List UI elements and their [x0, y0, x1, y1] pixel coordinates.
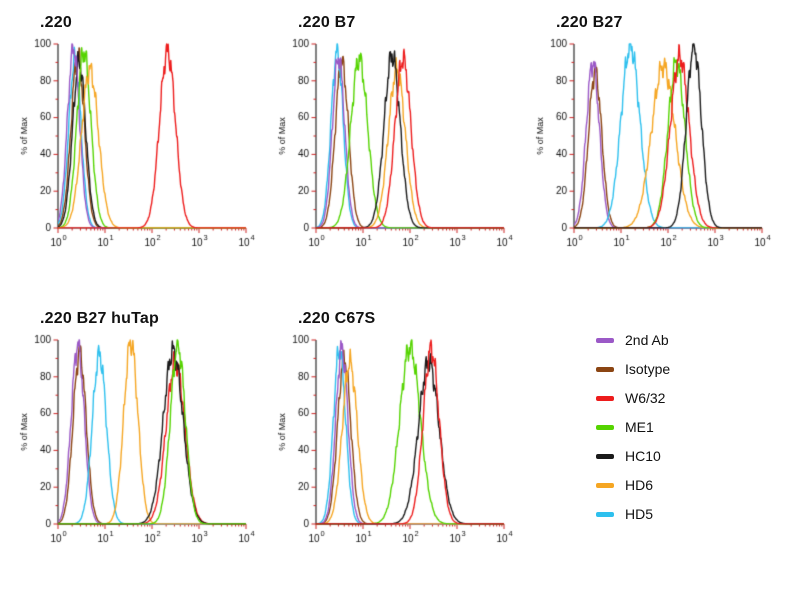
- legend-item-hc10: HC10: [596, 448, 788, 464]
- panel-220-b27-hutap: .220 B27 huTap: [14, 306, 272, 558]
- legend-label: ME1: [625, 419, 654, 435]
- legend-swatch-w632: [596, 395, 614, 401]
- legend-item-me1: ME1: [596, 419, 788, 435]
- top-row: .220 .220 B7 .220 B27: [0, 10, 800, 262]
- legend-swatch-me1: [596, 424, 614, 430]
- legend-item-hd6: HD6: [596, 477, 788, 493]
- panel-220: .220: [14, 10, 272, 262]
- panel-title: .220: [40, 14, 72, 31]
- legend-label: W6/32: [625, 390, 666, 406]
- legend-label: HC10: [625, 448, 661, 464]
- panel-220-b27: .220 B27: [530, 10, 788, 262]
- legend-label: Isotype: [625, 361, 671, 377]
- panel-title: .220 C67S: [298, 310, 376, 327]
- legend-item-isotype: Isotype: [596, 361, 788, 377]
- histogram-plot-220-b27: [530, 32, 774, 262]
- legend-label: HD6: [625, 477, 654, 493]
- histogram-plot-220-c67s: [272, 328, 516, 558]
- legend: 2nd Ab Isotype W6/32 ME1 HC10 HD6: [530, 306, 788, 558]
- legend-swatch-hc10: [596, 453, 614, 459]
- histogram-plot-220: [14, 32, 258, 262]
- bottom-row: .220 B27 huTap .220 C67S 2nd Ab Isotype …: [0, 306, 800, 558]
- legend-item-w632: W6/32: [596, 390, 788, 406]
- legend-swatch-isotype: [596, 366, 614, 372]
- legend-item-2nd-ab: 2nd Ab: [596, 332, 788, 348]
- legend-item-hd5: HD5: [596, 506, 788, 522]
- legend-label: HD5: [625, 506, 654, 522]
- legend-swatch-2nd-ab: [596, 337, 614, 343]
- histogram-plot-220-b27-hutap: [14, 328, 258, 558]
- panel-220-c67s: .220 C67S: [272, 306, 530, 558]
- panel-title: .220 B7: [298, 14, 356, 31]
- panel-title: .220 B27: [556, 14, 623, 31]
- legend-label: 2nd Ab: [625, 332, 669, 348]
- panel-220-b7: .220 B7: [272, 10, 530, 262]
- histogram-plot-220-b7: [272, 32, 516, 262]
- legend-swatch-hd5: [596, 511, 614, 517]
- panel-title: .220 B27 huTap: [40, 310, 159, 327]
- legend-swatch-hd6: [596, 482, 614, 488]
